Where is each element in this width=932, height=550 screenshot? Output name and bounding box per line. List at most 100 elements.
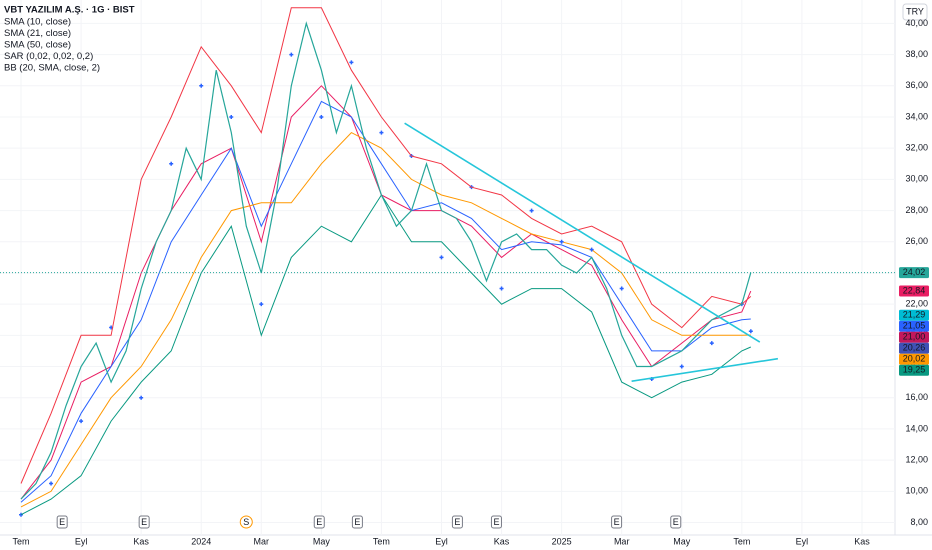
event-marker xyxy=(490,515,502,529)
sar-marker xyxy=(79,419,84,424)
y-tick-label: 22,00 xyxy=(905,299,928,309)
event-label: E xyxy=(141,517,147,527)
legend-entry: BB (20, SMA, close, 2) xyxy=(4,63,100,74)
event-label: E xyxy=(673,517,679,527)
sar-marker xyxy=(199,83,204,88)
x-tick-label: Mar xyxy=(254,536,270,546)
event-label: E xyxy=(493,517,499,527)
trendline xyxy=(631,357,779,382)
legend: VBT YAZILIM A.Ş. · 1G · BIST SMA (10, cl… xyxy=(4,5,135,74)
event-label: E xyxy=(316,517,322,527)
chart-title: VBT YAZILIM A.Ş. · 1G · BIST xyxy=(4,5,135,16)
sar-marker xyxy=(679,364,684,369)
y-tick-label: 40,00 xyxy=(905,18,928,28)
sar-marker xyxy=(319,114,324,119)
price-label: 24,02 xyxy=(903,267,926,277)
x-tick-label: Mar xyxy=(614,536,630,546)
event-marker xyxy=(611,515,623,529)
indicator-line xyxy=(20,100,751,503)
price-label-box xyxy=(899,331,929,343)
x-tick-label: May xyxy=(673,536,691,546)
sar-marker xyxy=(49,481,54,486)
sar-marker xyxy=(289,52,294,57)
sar-marker xyxy=(259,302,264,307)
trendline xyxy=(404,122,761,343)
event-marker xyxy=(138,515,150,529)
sar-marker xyxy=(349,60,354,65)
sar-marker xyxy=(379,130,384,135)
legend-entry: SMA (21, close) xyxy=(4,28,71,39)
x-tick-label: Tem xyxy=(733,536,750,546)
y-tick-label: 14,00 xyxy=(905,423,928,433)
x-tick-label: 2024 xyxy=(191,536,211,546)
price-label: 19,25 xyxy=(903,365,926,375)
x-tick-label: Eyl xyxy=(75,536,88,546)
price-label-box xyxy=(899,285,929,297)
legend-entry: SMA (50, close) xyxy=(4,40,71,51)
price-line xyxy=(20,21,752,500)
price-label: 21,00 xyxy=(903,332,926,342)
sar-marker xyxy=(748,329,753,334)
sar-marker xyxy=(559,239,564,244)
y-tick-label: 10,00 xyxy=(905,486,928,496)
price-label-box xyxy=(899,267,929,279)
x-tick-label: 2025 xyxy=(552,536,572,546)
x-tick-label: Eyl xyxy=(796,536,809,546)
price-label-box xyxy=(899,364,929,376)
legend-entry: SMA (10, close) xyxy=(4,17,71,28)
x-tick-label: Tem xyxy=(13,536,30,546)
event-label: E xyxy=(614,517,620,527)
plot xyxy=(0,0,895,535)
currency[interactable]: TRY xyxy=(906,6,924,16)
x-tick-label: Eyl xyxy=(435,536,448,546)
event-label: S xyxy=(243,517,249,527)
event-marker xyxy=(313,515,325,529)
price-label: 21,05 xyxy=(903,321,926,331)
y-tick-label: 26,00 xyxy=(905,236,928,246)
indicator-line xyxy=(20,7,752,484)
y-tick-label: 28,00 xyxy=(905,205,928,215)
x-tick-label: May xyxy=(313,536,331,546)
currency-box[interactable] xyxy=(902,3,928,21)
price-label: 20,26 xyxy=(903,343,926,353)
indicator-line xyxy=(20,194,751,516)
event-marker xyxy=(351,515,363,529)
sar-marker xyxy=(589,247,594,252)
sar-marker xyxy=(169,161,174,166)
event-label: E xyxy=(454,517,460,527)
y-tick-label: 38,00 xyxy=(905,49,928,59)
event-label: E xyxy=(354,517,360,527)
legend-entry: SAR (0,02, 0,02, 0,2) xyxy=(4,51,93,62)
y-tick-label: 16,00 xyxy=(905,392,928,402)
x-tick-label: Tem xyxy=(373,536,390,546)
x-tick-label: Kas xyxy=(854,536,870,546)
x-tick-label: Kas xyxy=(494,536,510,546)
sar-marker xyxy=(229,114,234,119)
y-tick-label: 34,00 xyxy=(905,111,928,121)
sar-marker xyxy=(499,286,504,291)
sar-marker xyxy=(439,255,444,260)
price-label: 21,29 xyxy=(903,310,926,320)
sar-marker xyxy=(709,341,714,346)
price-label: 20,02 xyxy=(903,354,926,364)
price-label-box xyxy=(899,309,929,321)
sar-marker xyxy=(139,395,144,400)
y-tick-label: 36,00 xyxy=(905,80,928,90)
indicator-line xyxy=(20,131,751,508)
sar-marker xyxy=(619,286,624,291)
price-label-box xyxy=(899,320,929,332)
price-label-box xyxy=(899,353,929,365)
event-marker xyxy=(239,515,253,529)
event-label: E xyxy=(59,517,65,527)
event-marker xyxy=(56,515,68,529)
indicator-line xyxy=(20,85,752,500)
price-label: 22,84 xyxy=(903,285,926,295)
y-tick-label: 32,00 xyxy=(905,143,928,153)
sar-marker xyxy=(529,208,534,213)
event-marker xyxy=(670,515,682,529)
y-tick-label: 30,00 xyxy=(905,174,928,184)
y-tick-label: 8,00 xyxy=(910,517,928,527)
price-label-box xyxy=(899,342,929,354)
